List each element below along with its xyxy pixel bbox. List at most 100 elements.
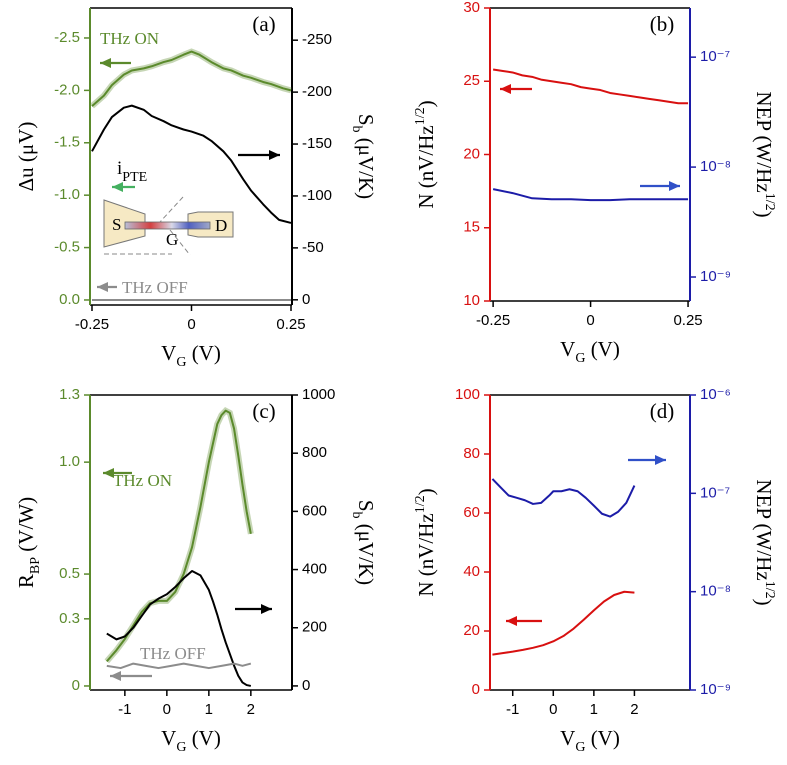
label-part: (V)	[186, 341, 220, 365]
series-line	[491, 478, 636, 518]
panel-label: (c)	[252, 399, 275, 423]
label-part: V	[560, 337, 575, 361]
y2-tick-label: 10⁻⁷	[700, 484, 730, 501]
annotation: THz OFF	[122, 278, 188, 297]
y2-tick-label: -50	[302, 239, 324, 256]
x-tick-label: -1	[118, 701, 131, 718]
y2-tick-label: -150	[302, 135, 332, 152]
y-tick-label: -2.0	[54, 81, 80, 98]
label-part: b	[349, 512, 364, 519]
label-part: (V/W)	[14, 497, 38, 557]
label-part: )	[752, 599, 776, 606]
y-tick-label: 25	[463, 72, 480, 89]
annotation: THz OFF	[140, 644, 206, 663]
y2-tick-label: 10⁻⁶	[700, 386, 731, 403]
arrow-head	[110, 671, 121, 681]
label-part: V	[161, 341, 176, 365]
y-tick-label: 40	[463, 563, 480, 580]
series-line	[106, 570, 252, 687]
gate-edge	[159, 196, 184, 223]
y2-tick-label: 10⁻⁸	[700, 158, 731, 175]
y2-tick-label: 10⁻⁷	[700, 48, 730, 65]
panel-label: (d)	[650, 399, 675, 423]
device-inset	[103, 196, 234, 256]
x-tick-label: 0.25	[276, 316, 305, 333]
y-tick-label: 30	[463, 0, 480, 16]
axis-label: N (nV/Hz1/2)	[413, 488, 438, 596]
inset-label: D	[215, 216, 227, 235]
x-tick-label: 0.25	[673, 312, 702, 329]
label-part: PTE	[122, 170, 147, 185]
x-tick-label: -0.25	[75, 316, 109, 333]
inset-label: S	[112, 215, 121, 234]
x-tick-label: 0	[549, 701, 557, 718]
annotation: THz ON	[100, 29, 159, 48]
series-line	[106, 409, 252, 663]
axis-label: VG (V)	[560, 726, 620, 755]
axis-label: NEP (W/Hz1/2)	[752, 479, 777, 605]
label-part: G	[575, 351, 585, 366]
label-part: NEP (W/Hz	[752, 479, 776, 580]
label-part: S	[354, 500, 378, 512]
label-part: Δu (μV)	[14, 122, 38, 192]
x-tick-label: 2	[247, 701, 255, 718]
annotation: THz ON	[113, 471, 172, 490]
label-part: 1/2	[413, 495, 428, 513]
x-tick-label: -0.25	[476, 312, 510, 329]
x-tick-label: 0	[187, 316, 195, 333]
axis-label: VG (V)	[560, 337, 620, 366]
y-tick-label: 0.5	[59, 565, 80, 582]
channel	[124, 221, 211, 230]
series-line	[492, 188, 689, 202]
arrow-head	[655, 455, 666, 465]
arrow-head	[500, 84, 511, 94]
axis-label: N (nV/Hz1/2)	[413, 100, 438, 208]
y2-tick-label: -200	[302, 83, 332, 100]
label-part: 1/2	[413, 107, 428, 125]
y2-tick-label: 0	[302, 677, 310, 694]
series-halo	[90, 48, 292, 109]
label-part: (μV/K)	[354, 519, 378, 586]
y2-tick-label: -100	[302, 187, 332, 204]
x-tick-label: 2	[630, 701, 638, 718]
y2-tick-label: 800	[302, 444, 327, 461]
panel-label: (a)	[252, 12, 275, 36]
label-part: (V)	[186, 726, 220, 750]
label-part: G	[176, 740, 186, 755]
axis-label: VG (V)	[161, 726, 221, 755]
y-tick-label: -0.5	[54, 239, 80, 256]
axis-label: Sb (μV/K)	[349, 500, 378, 585]
gate-edge	[169, 229, 191, 256]
y-tick-label: 0	[472, 681, 480, 698]
label-part: b	[349, 126, 364, 133]
label-part: )	[752, 211, 776, 218]
label-part: )	[414, 100, 438, 107]
y-tick-label: 0.3	[59, 610, 80, 627]
y-tick-label: 15	[463, 219, 480, 236]
arrow-head	[669, 181, 680, 191]
axis-label: Sb (μV/K)	[349, 114, 378, 199]
x-tick-label: 1	[590, 701, 598, 718]
y2-tick-label: 200	[302, 619, 327, 636]
arrow-head	[97, 282, 108, 292]
y2-tick-label: 400	[302, 561, 327, 578]
y-tick-label: 0.0	[59, 291, 80, 308]
annotation: iPTE	[117, 158, 147, 184]
series-line	[106, 662, 252, 670]
label-part: G	[176, 355, 186, 370]
y2-tick-label: 10⁻⁹	[700, 681, 731, 698]
label-part: i	[117, 158, 122, 179]
x-tick-label: 0	[586, 312, 594, 329]
label-part: G	[575, 740, 585, 755]
axis-label: Δu (μV)	[14, 122, 38, 192]
label-part: (μV/K)	[354, 133, 378, 200]
arrow-head	[103, 468, 114, 478]
arrow-head	[100, 58, 111, 68]
label-part: S	[354, 114, 378, 126]
arrow-head	[269, 150, 280, 160]
label-part: V	[161, 726, 176, 750]
y2-tick-label: -250	[302, 31, 332, 48]
x-tick-label: 1	[205, 701, 213, 718]
label-part: )	[414, 488, 438, 495]
